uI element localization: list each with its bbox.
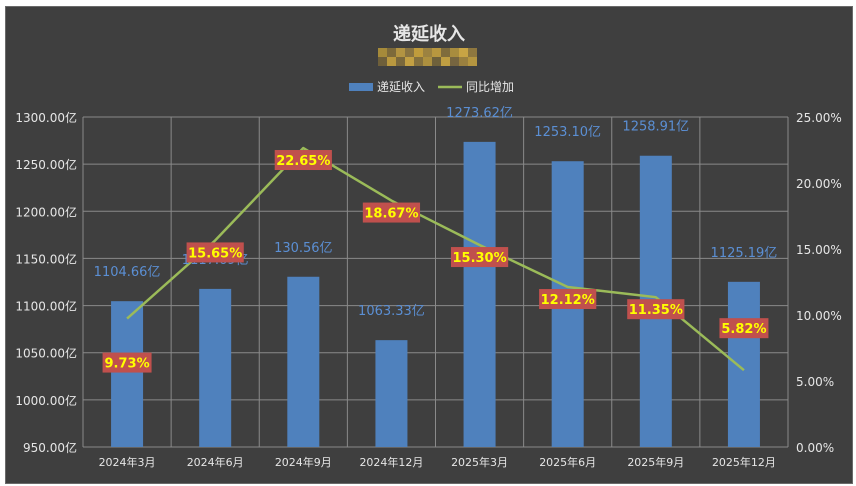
- bar: [727, 281, 760, 447]
- x-axis-tick-label: 2025年6月: [539, 455, 596, 469]
- bar-data-label: 1104.66亿: [94, 265, 161, 280]
- pct-data-label: 12.12%: [541, 293, 595, 308]
- chart-frame: 递延收入 递延收入: [5, 6, 853, 484]
- pct-label-box: [186, 242, 244, 263]
- bar: [375, 340, 408, 447]
- x-axis-tick-label: 2025年12月: [712, 455, 776, 469]
- pct-data-label: 15.65%: [188, 246, 242, 261]
- pct-data-label: 11.35%: [629, 303, 683, 318]
- bar-data-label: 130.56亿: [274, 241, 333, 256]
- pct-label-box: [274, 150, 332, 171]
- bar-data-label: 1253.10亿: [534, 125, 601, 140]
- redacted-subtitle: [378, 48, 477, 66]
- bar: [463, 141, 496, 448]
- pct-label-box: [362, 202, 421, 223]
- chart-title: 递延收入: [393, 23, 465, 45]
- right-axis-tick-label: 0.00%: [796, 441, 834, 455]
- right-axis-tick-label: 25.00%: [796, 111, 842, 125]
- pct-label-box: [450, 247, 509, 268]
- pct-data-label: 9.73%: [105, 357, 150, 372]
- pct-data-label: 5.82%: [721, 322, 766, 337]
- pct-label-box: [102, 352, 152, 373]
- legend-line-label: 同比增加: [466, 80, 514, 94]
- right-axis-tick-label: 15.00%: [796, 243, 842, 257]
- x-axis-tick-label: 2025年3月: [451, 455, 508, 469]
- bar: [111, 301, 144, 447]
- bar-data-label: 1273.62亿: [446, 106, 513, 121]
- left-axis-tick-label: 1150.00亿: [15, 251, 77, 266]
- pct-label-box: [719, 318, 769, 339]
- left-axis-tick-label: 1250.00亿: [15, 157, 77, 172]
- pct-data-label: 22.65%: [276, 154, 330, 169]
- left-axis-tick-label: 950.00亿: [23, 440, 77, 455]
- bar-data-label: 1125.19亿: [711, 246, 778, 261]
- left-axis-tick-label: 1000.00亿: [15, 393, 77, 408]
- legend: 递延收入 同比增加: [349, 80, 514, 94]
- x-axis-tick-label: 2024年9月: [275, 455, 332, 469]
- pct-label-box: [539, 289, 597, 310]
- left-axis-tick-label: 1100.00亿: [15, 299, 77, 314]
- yoy-line: [126, 146, 745, 372]
- chart-canvas: 递延收入 递延收入: [15, 23, 842, 469]
- bar: [287, 276, 320, 447]
- x-axis-tick-label: 2024年3月: [99, 455, 156, 469]
- bar-data-label: 1063.33亿: [358, 304, 425, 319]
- bar: [199, 288, 232, 447]
- left-axis-tick-label: 1300.00亿: [15, 110, 77, 125]
- x-axis-tick-label: 2024年6月: [187, 455, 244, 469]
- right-axis-tick-label: 5.00%: [796, 375, 834, 389]
- right-axis-tick-label: 10.00%: [796, 309, 842, 323]
- pct-data-label: 15.30%: [452, 251, 506, 266]
- pct-label-box: [627, 299, 685, 320]
- legend-bar-swatch: [349, 83, 373, 91]
- x-axis-tick-label: 2025年9月: [627, 455, 684, 469]
- left-axis-tick-label: 1050.00亿: [15, 346, 77, 361]
- x-axis-tick-label: 2024年12月: [359, 455, 423, 469]
- bar-data-label: 1258.91亿: [622, 120, 689, 135]
- left-axis-tick-label: 1200.00亿: [15, 204, 77, 219]
- right-axis-tick-label: 20.00%: [796, 177, 842, 191]
- legend-bar-label: 递延收入: [377, 80, 425, 94]
- pct-data-label: 18.67%: [364, 207, 418, 222]
